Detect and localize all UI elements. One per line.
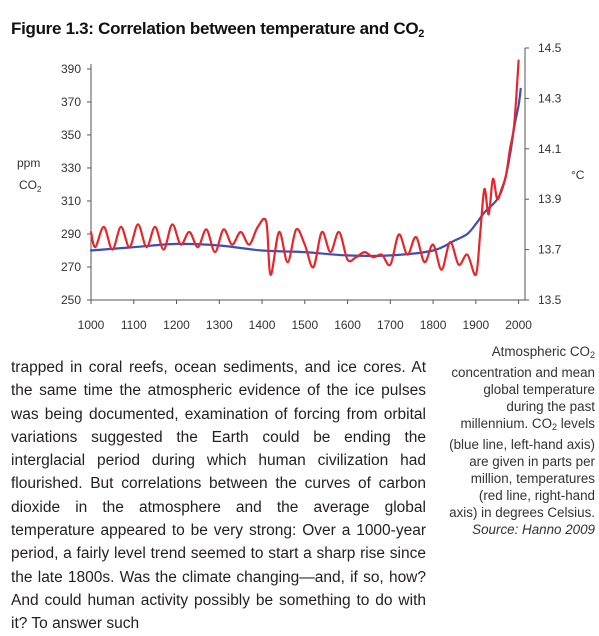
right-tick-label: 14.3 xyxy=(538,91,562,105)
figure-title-text: Figure 1.3: Correlation between temperat… xyxy=(11,19,419,38)
body-text: trapped in coral reefs, ocean sediments,… xyxy=(11,356,426,636)
right-tick-label: 14.5 xyxy=(538,41,562,55)
co2-series-line xyxy=(89,87,522,258)
right-tick-label: 14.1 xyxy=(538,142,562,156)
left-axis-ticks: 250 270 290 310 330 350 370 390 xyxy=(61,62,91,307)
x-tick-label: 1600 xyxy=(334,318,361,332)
left-axis-label-co2: CO2 xyxy=(19,178,42,194)
caption-part-2: concentration and mean global temperatur… xyxy=(451,365,595,431)
caption-subscript-1: 2 xyxy=(589,350,595,360)
left-tick-label: 290 xyxy=(61,227,81,241)
figure-title: Figure 1.3: Correlation between temperat… xyxy=(11,19,424,40)
figure-title-subscript: 2 xyxy=(418,28,425,40)
x-tick-label: 1700 xyxy=(377,318,404,332)
caption-part-3: levels (blue line, left-hand axis) are g… xyxy=(449,416,595,520)
left-tick-label: 310 xyxy=(61,194,81,208)
x-tick-label: 1800 xyxy=(420,318,447,332)
x-tick-label: 1500 xyxy=(291,318,318,332)
caption-subscript-2: 2 xyxy=(552,422,558,432)
x-tick-label: 1100 xyxy=(121,318,147,332)
right-axis: °C xyxy=(524,48,585,300)
caption-part-1: Atmospheric CO xyxy=(491,344,590,359)
left-axis-label-subscript: 2 xyxy=(37,185,42,194)
x-tick-label: 1000 xyxy=(78,318,105,332)
x-tick-label: 1400 xyxy=(249,318,276,332)
temperature-series-line xyxy=(89,59,520,277)
right-tick-label: 13.9 xyxy=(538,192,562,206)
left-tick-label: 330 xyxy=(61,161,81,175)
x-axis-ticks: 1000 1100 1200 1300 1400 1500 1600 1700 1800 1900… xyxy=(78,300,532,332)
body-paragraph: trapped in coral reefs, ocean sediments,… xyxy=(11,359,426,633)
caption-source: Source: Hanno 2009 xyxy=(472,522,595,537)
left-axis: ppm CO2 xyxy=(17,64,92,300)
x-tick-label: 2000 xyxy=(505,318,532,332)
right-axis-label: °C xyxy=(571,168,585,182)
left-axis-label-co: CO xyxy=(19,178,37,192)
left-tick-label: 250 xyxy=(61,293,81,307)
left-tick-label: 390 xyxy=(61,62,81,76)
x-tick-label: 1300 xyxy=(206,318,233,332)
left-axis-label-ppm: ppm xyxy=(17,156,40,170)
left-tick-label: 350 xyxy=(61,128,81,142)
right-axis-ticks: 13.5 13.7 13.9 14.1 14.3 14.5 xyxy=(525,41,562,307)
right-tick-label: 13.7 xyxy=(538,243,562,257)
x-tick-label: 1900 xyxy=(462,318,489,332)
figure-caption: Atmospheric CO2 concentration and mean g… xyxy=(447,343,595,538)
left-tick-label: 370 xyxy=(61,95,81,109)
x-tick-label: 1200 xyxy=(163,318,190,332)
right-tick-label: 13.5 xyxy=(538,293,562,307)
left-tick-label: 270 xyxy=(61,260,81,274)
temperature-co2-chart: ppm CO2 250 270 290 310 330 350 370 390 °C 13.5… xyxy=(17,41,585,332)
